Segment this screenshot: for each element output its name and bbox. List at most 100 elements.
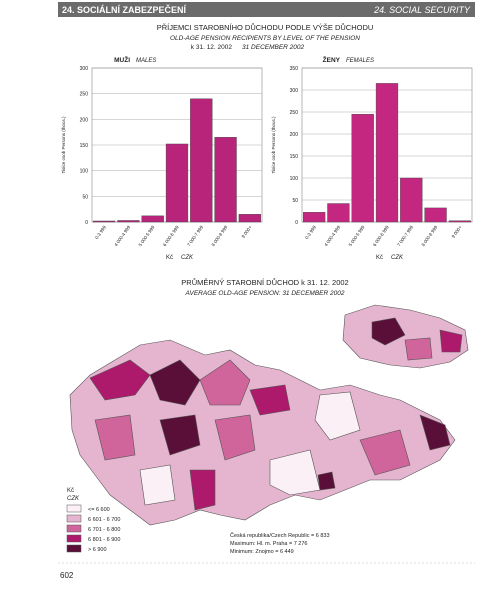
map-subtitle: AVERAGE OLD-AGE PENSION: 31 DECEMBER 200… (185, 290, 345, 297)
region (317, 471, 336, 491)
y-tick-label: 250 (290, 110, 299, 116)
bar (93, 220, 116, 223)
legend-swatch (66, 514, 82, 523)
x-tick-label: 4 000-4 999 (113, 224, 131, 247)
x-tick-label: 6 000-6 999 (162, 224, 180, 247)
section-date-en: 31 DECEMBER 2002 (242, 44, 305, 51)
region (314, 391, 361, 441)
legend-label: 6 701 - 6 800 (88, 527, 120, 533)
legend-label: 6 801 - 6 900 (88, 537, 120, 543)
inset-region (371, 317, 406, 346)
bar (214, 137, 237, 223)
region (139, 464, 176, 506)
x-tick-label: 9 000+ (241, 224, 253, 239)
y-tick-label: 100 (290, 176, 299, 182)
bar (141, 215, 164, 223)
legend-label: <= 6 600 (88, 507, 110, 513)
x-axis-label: Kč (376, 255, 383, 261)
y-tick-label: 0 (295, 220, 298, 226)
inset-region (439, 329, 463, 353)
x-axis-label-en: CZK (391, 255, 404, 261)
bar (190, 98, 213, 223)
bar (238, 214, 261, 223)
region (269, 449, 321, 496)
x-tick-label: 8 000-8 999 (211, 224, 229, 247)
bar (351, 113, 374, 223)
bar (165, 143, 189, 223)
notes: Česká republika/Czech Republic = 6 833 Ma… (230, 532, 330, 555)
map-note: Minimum: Znojmo = 6 449 (230, 549, 294, 555)
header-right: 24. SOCIAL SECURITY (373, 5, 471, 15)
map-note: Maximum: Hl. m. Praha = 7 276 (230, 541, 308, 547)
section-date: k 31. 12. 2002 (191, 44, 233, 51)
region (94, 414, 136, 461)
legend-swatch (66, 504, 82, 513)
x-axis-label: Kč (166, 255, 173, 261)
legend-title-en: CZK (67, 496, 80, 502)
bar (117, 220, 140, 223)
page-number: 602 (60, 571, 74, 580)
legend: <= 6 600 6 601 - 6 700 6 701 - 6 800 6 801 … (66, 504, 120, 553)
region (359, 429, 411, 476)
header-left: 24. SOCIÁLNÍ ZABEZPEČENÍ (62, 4, 187, 15)
region (89, 359, 151, 401)
map (69, 304, 469, 526)
x-tick-label: 0-3 999 (304, 224, 317, 240)
y-axis-label: Tisíce osob Persons (thous.) (271, 116, 276, 174)
chart-title: ŽENY (323, 55, 341, 64)
x-axis-label-en: CZK (181, 255, 194, 261)
legend-swatch (66, 544, 82, 553)
bar (375, 83, 399, 223)
chart-subtitle: FEMALES (346, 58, 374, 64)
x-tick-label: 5 000-5 999 (348, 224, 366, 247)
chart-title: MUŽI (114, 55, 130, 64)
legend-title: Kč (67, 488, 74, 494)
bar (400, 177, 423, 223)
region (199, 359, 251, 406)
map-note: Česká republika/Czech Republic = 6 833 (230, 532, 330, 539)
region (189, 469, 216, 511)
bar (424, 207, 447, 223)
x-tick-label: 6 000-6 999 (372, 224, 390, 247)
y-tick-label: 200 (80, 117, 89, 123)
region (214, 414, 256, 461)
y-tick-label: 350 (290, 66, 299, 72)
section-title: PŘÍJEMCI STAROBNÍHO DŮCHODU PODLE VÝŠE D… (157, 23, 374, 32)
y-tick-label: 150 (80, 143, 89, 149)
bar (448, 220, 471, 223)
bar (327, 203, 350, 223)
x-tick-label: 4 000-4 999 (323, 224, 341, 247)
y-axis-label: Tisíce osob Persons (thous.) (61, 116, 66, 174)
legend-swatch (66, 534, 82, 543)
y-tick-label: 50 (82, 194, 88, 200)
legend-label: 6 601 - 6 700 (88, 517, 120, 523)
legend-swatch (66, 524, 82, 533)
x-tick-label: 9 000+ (451, 224, 463, 239)
charts: MUŽI MALES Tisíce osob Persons (thous.) 0 50… (61, 55, 473, 261)
y-tick-label: 50 (292, 198, 298, 204)
x-tick-label: 5 000-5 999 (138, 224, 156, 247)
legend-label: > 6 900 (88, 547, 107, 553)
region (149, 359, 201, 406)
region (419, 414, 451, 451)
x-tick-label: 0-3 999 (94, 224, 107, 240)
inset-region (404, 337, 433, 361)
region (159, 414, 201, 456)
x-tick-label: 7 000-7 999 (396, 224, 414, 247)
bar (303, 212, 326, 223)
y-tick-label: 300 (80, 66, 89, 72)
header-bar (58, 2, 475, 17)
y-tick-label: 250 (80, 92, 89, 98)
y-tick-label: 300 (290, 88, 299, 94)
chart-subtitle: MALES (136, 58, 156, 64)
y-tick-label: 200 (290, 132, 299, 138)
map-title: PRŮMĚRNÝ STAROBNÍ DŮCHOD k 31. 12. 2002 (181, 278, 348, 287)
y-tick-label: 0 (85, 220, 88, 226)
x-tick-label: 8 000-8 999 (421, 224, 439, 247)
y-tick-label: 150 (290, 154, 299, 160)
inset (342, 304, 469, 369)
x-tick-label: 7 000-7 999 (186, 224, 204, 247)
section-subtitle: OLD-AGE PENSION RECIPIENTS BY LEVEL OF T… (170, 35, 360, 42)
region (249, 384, 291, 416)
